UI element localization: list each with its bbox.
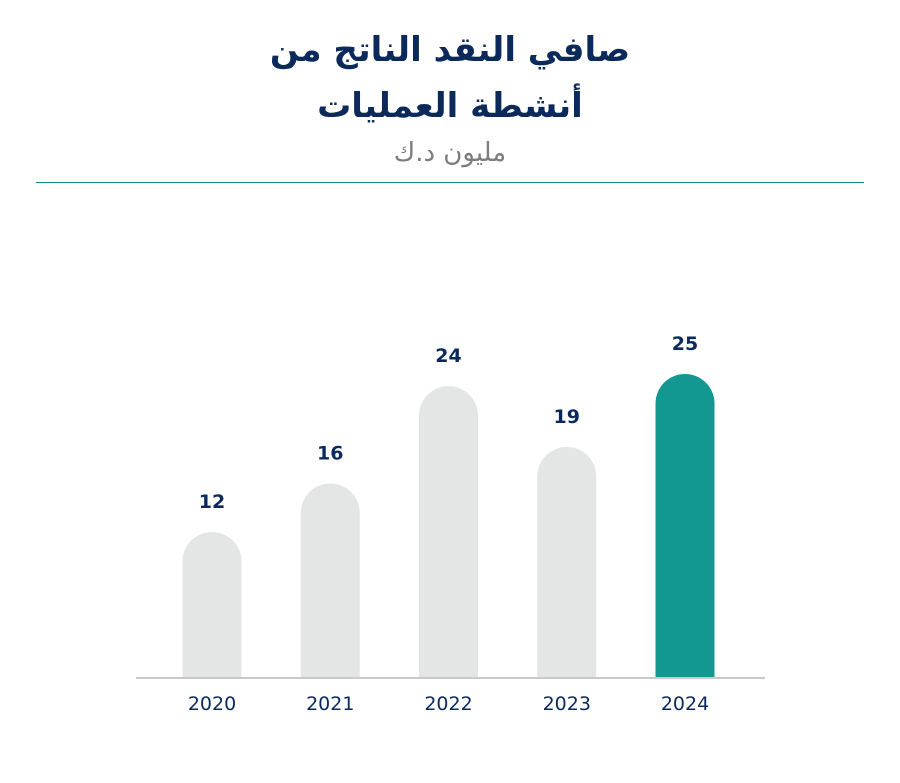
- tick-label-2024: 2024: [661, 693, 709, 715]
- value-label-2020: 12: [199, 491, 225, 513]
- value-label-2021: 16: [317, 442, 343, 464]
- bar-2023: [537, 446, 597, 678]
- value-label-2024: 25: [672, 333, 698, 355]
- bar-2020: [182, 532, 242, 678]
- value-label-2023: 19: [554, 406, 580, 428]
- tick-label-2023: 2023: [543, 693, 591, 715]
- bar-2022: [419, 386, 478, 678]
- bars-group: [182, 374, 715, 678]
- value-label-2022: 24: [435, 345, 461, 367]
- bar-2024: [655, 374, 715, 678]
- chart-title-line-2: أنشطة العمليات: [317, 86, 583, 126]
- tick-label-2021: 2021: [306, 693, 354, 715]
- labels-group: 12 2020 16 2021 24 2022 19 2023 25 2024: [188, 333, 709, 715]
- tick-label-2022: 2022: [424, 693, 472, 715]
- bar-2021: [300, 483, 360, 678]
- tick-label-2020: 2020: [188, 693, 236, 715]
- header-divider: [36, 182, 864, 183]
- chart-unit-subtitle: مليون د.ك: [393, 138, 507, 168]
- chart-title-line-1: صافي النقد الناتج من: [269, 30, 631, 70]
